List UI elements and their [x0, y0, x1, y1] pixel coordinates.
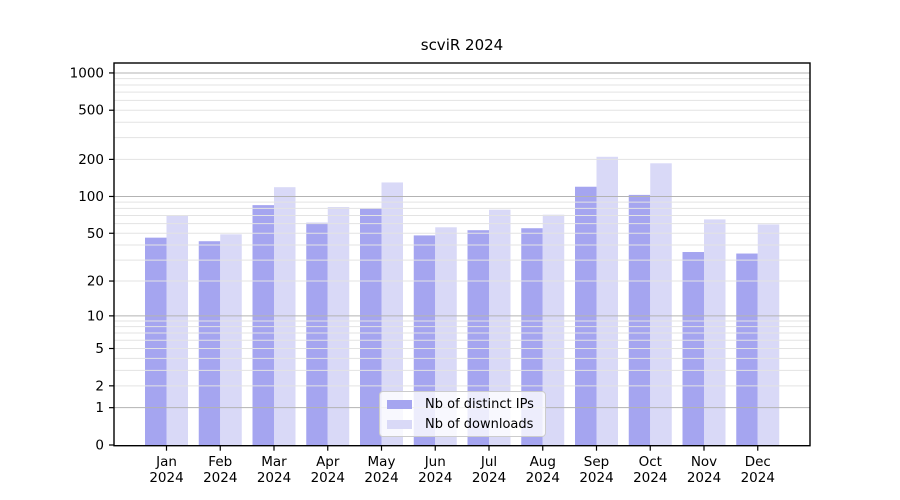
- y-axis-tick-label: 500: [78, 103, 104, 119]
- bar-downloads-oct: [650, 163, 672, 446]
- x-axis-label: Jun 2024: [418, 454, 452, 486]
- bar-downloads-nov: [704, 219, 726, 445]
- x-axis-label: Apr 2024: [311, 454, 345, 486]
- bar-downloads-dec: [757, 224, 780, 445]
- x-axis-label: Oct 2024: [633, 454, 667, 486]
- bar-distinct-ips-apr: [306, 222, 328, 445]
- legend-item-downloads: Nb of downloads: [386, 417, 539, 432]
- legend-swatch-distinct-ips: [387, 399, 412, 409]
- x-axis-label: Sep 2024: [579, 454, 613, 486]
- y-axis-tick-label: 1000: [70, 65, 104, 81]
- legend-label-distinct-ips: Nb of distinct IPs: [425, 396, 534, 412]
- x-axis-label: Mar 2024: [257, 454, 291, 486]
- bar-distinct-ips-mar: [252, 205, 274, 445]
- bar-downloads-aug: [542, 214, 565, 445]
- x-axis-label: Aug 2024: [526, 454, 560, 486]
- bar-distinct-ips-aug: [521, 228, 543, 445]
- legend-swatch-downloads: [387, 419, 412, 429]
- y-axis-tick-label: 5: [95, 341, 104, 357]
- chart-title: scviR 2024: [420, 36, 504, 54]
- x-axis-label: Feb 2024: [203, 454, 237, 486]
- x-axis-label: Jan 2024: [149, 454, 183, 486]
- bar-downloads-sep: [596, 156, 618, 445]
- legend-label-downloads: Nb of downloads: [425, 416, 534, 432]
- bar-downloads-may: [381, 182, 403, 445]
- bar-downloads-feb: [220, 234, 242, 445]
- x-axis-label: May 2024: [364, 454, 398, 486]
- bar-downloads-apr: [327, 207, 350, 445]
- x-axis-label: Nov 2024: [687, 454, 721, 486]
- bar-distinct-ips-feb: [198, 241, 221, 445]
- y-axis-tick-label: 20: [87, 274, 104, 290]
- y-axis-tick-label: 200: [78, 152, 104, 168]
- bar-distinct-ips-jan: [145, 237, 167, 445]
- y-axis-tick-label: 0: [95, 438, 104, 454]
- legend: Nb of distinct IPs Nb of downloads: [379, 391, 546, 437]
- y-axis-tick-label: 2: [95, 378, 104, 394]
- y-axis-tick-label: 100: [78, 189, 104, 205]
- plot-frame: [113, 62, 811, 447]
- bar-distinct-ips-oct: [628, 194, 651, 445]
- bar-downloads-jun: [435, 227, 457, 445]
- y-axis-tick-label: 50: [87, 226, 104, 242]
- x-axis-label: Dec 2024: [741, 454, 775, 486]
- x-axis-label: Jul 2024: [472, 454, 506, 486]
- bar-distinct-ips-dec: [736, 253, 758, 445]
- bar-downloads-jan: [166, 215, 188, 445]
- y-axis-tick-label: 10: [87, 308, 104, 324]
- legend-item-distinct-ips: Nb of distinct IPs: [386, 397, 539, 412]
- y-axis-tick-label: 1: [95, 400, 104, 416]
